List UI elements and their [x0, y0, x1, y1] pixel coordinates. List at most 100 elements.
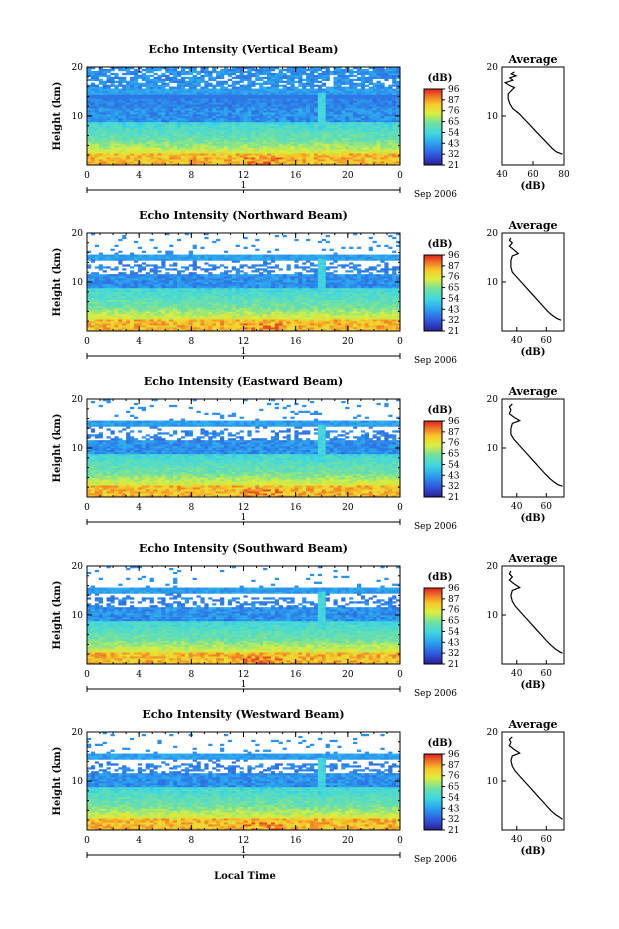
x-tick-label: 8 [188, 337, 194, 347]
profile-title: Average [507, 53, 557, 66]
x-tick-label: 20 [342, 503, 354, 513]
colorbar-tick-label: 54 [448, 128, 460, 138]
heatmap [87, 566, 401, 665]
y-tick-label: 10 [72, 278, 84, 288]
profile-line [508, 736, 563, 820]
colorbar-tick-label: 65 [448, 450, 460, 460]
x-tick-label: 16 [290, 836, 302, 846]
x-tick-label: 20 [342, 337, 354, 347]
day-label: 1 [241, 680, 247, 690]
profile-x-tick-label: 80 [558, 170, 570, 180]
x-tick-label: 12 [238, 670, 249, 680]
colorbar-tick-label: 96 [448, 417, 460, 427]
colorbar-tick-label: 87 [448, 761, 460, 771]
x-tick-label: 8 [188, 670, 194, 680]
colorbar-tick-label: 32 [448, 482, 459, 492]
profile-x-tick-label: 60 [541, 835, 553, 845]
y-axis-label: Height (km) [52, 248, 63, 317]
day-label: 1 [241, 181, 247, 191]
y-tick-label: 20 [72, 229, 84, 239]
x-tick-label: 0 [397, 836, 403, 846]
profile-title: Average [507, 385, 557, 398]
day-label: 1 [241, 513, 247, 523]
profile-x-label: (dB) [521, 680, 546, 691]
colorbar-tick-label: 43 [448, 804, 460, 814]
x-tick-label: 0 [397, 503, 403, 513]
profile-x-label: (dB) [521, 347, 546, 358]
x-tick-label: 12 [238, 836, 249, 846]
x-tick-label: 16 [290, 337, 302, 347]
profile-x-tick-label: 60 [541, 502, 553, 512]
colorbar-tick-label: 54 [448, 294, 460, 304]
profile-x-tick-label: 60 [527, 170, 539, 180]
colorbar-tick-label: 32 [448, 150, 459, 160]
x-tick-label: 16 [290, 670, 302, 680]
profile-x-tick-label: 40 [511, 835, 523, 845]
x-tick-label: 0 [397, 171, 403, 181]
colorbar-tick-label: 21 [448, 826, 459, 836]
colorbar-tick-label: 43 [448, 305, 460, 315]
x-tick-label: 16 [290, 503, 302, 513]
date-label: Sep 2006 [414, 190, 457, 200]
colorbar-tick-label: 43 [448, 139, 460, 149]
x-tick-label: 8 [188, 836, 194, 846]
profile-y-tick-label: 10 [487, 777, 499, 787]
x-tick-label: 0 [84, 503, 90, 513]
colorbar-tick-label: 32 [448, 316, 459, 326]
colorbar-unit: (dB) [428, 738, 453, 749]
colorbar-tick-label: 32 [448, 815, 459, 825]
y-tick-label: 10 [72, 112, 84, 122]
y-tick-label: 20 [72, 395, 84, 405]
colorbar-tick-label: 96 [448, 251, 460, 261]
x-tick-label: 4 [136, 836, 142, 846]
x-tick-label: 4 [136, 503, 142, 513]
x-tick-label: 0 [84, 337, 90, 347]
profile-x-tick-label: 40 [511, 502, 523, 512]
heatmap [87, 399, 401, 498]
day-label: 1 [241, 347, 247, 357]
heatmap [87, 67, 401, 166]
profile-frame [501, 565, 565, 665]
colorbar-tick-label: 65 [448, 617, 460, 627]
colorbar-tick-label: 76 [448, 439, 460, 449]
colorbar-tick-label: 87 [448, 595, 460, 605]
panel-title: Echo Intensity (Eastward Beam) [144, 375, 343, 388]
x-tick-label: 0 [84, 670, 90, 680]
profile-y-tick-label: 20 [487, 395, 499, 405]
colorbar-tick-label: 87 [448, 262, 460, 272]
colorbar-tick-label: 21 [448, 161, 459, 171]
x-tick-label: 0 [397, 337, 403, 347]
x-tick-label: 12 [238, 171, 249, 181]
y-tick-label: 10 [72, 611, 84, 621]
colorbar-unit: (dB) [428, 239, 453, 250]
colorbar-tick-label: 43 [448, 638, 460, 648]
x-tick-label: 12 [238, 503, 249, 513]
panel-title: Echo Intensity (Northward Beam) [139, 209, 348, 222]
colorbar [423, 254, 443, 332]
colorbar-tick-label: 65 [448, 783, 460, 793]
y-axis-label: Height (km) [52, 581, 63, 650]
y-tick-label: 20 [72, 63, 84, 73]
colorbar-tick-label: 43 [448, 471, 460, 481]
profile-title: Average [507, 552, 557, 565]
colorbar-unit: (dB) [428, 405, 453, 416]
y-tick-label: 20 [72, 728, 84, 738]
x-tick-label: 8 [188, 503, 194, 513]
profile-x-label: (dB) [521, 181, 546, 192]
colorbar-tick-label: 32 [448, 649, 459, 659]
colorbar-tick-label: 76 [448, 107, 460, 117]
profile-y-tick-label: 20 [487, 728, 499, 738]
profile-x-tick-label: 40 [511, 336, 523, 346]
profile-x-tick-label: 60 [541, 669, 553, 679]
x-tick-label: 20 [342, 171, 354, 181]
panel-4: Echo Intensity (Westward Beam) 0 4 8 12 16 20 0… [52, 708, 565, 865]
profile-y-tick-label: 20 [487, 229, 499, 239]
panel-2: Echo Intensity (Eastward Beam) 0 4 8 12 16 20 0… [52, 375, 565, 532]
profile-y-tick-label: 10 [487, 112, 499, 122]
colorbar-tick-label: 96 [448, 85, 460, 95]
colorbar-tick-label: 96 [448, 584, 460, 594]
date-label: Sep 2006 [414, 855, 457, 865]
x-tick-label: 4 [136, 171, 142, 181]
profile-line [508, 237, 562, 321]
